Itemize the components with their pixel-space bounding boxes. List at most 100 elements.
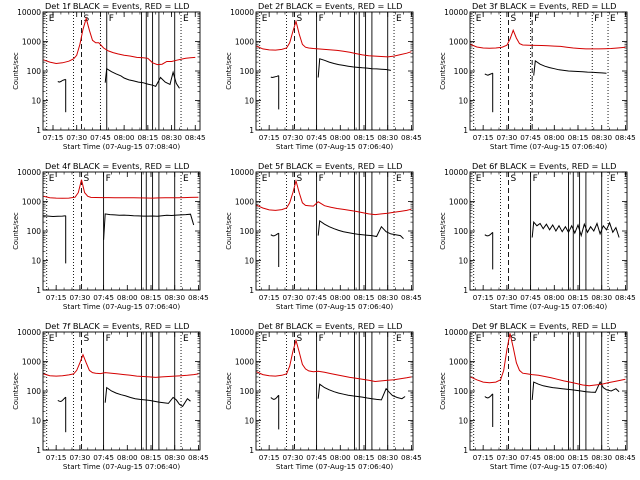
y-tick-label: 1000 xyxy=(449,358,468,367)
panel-title: Det 6f BLACK = Events, RED = LLD xyxy=(472,161,616,171)
event-marker-label: E xyxy=(610,174,616,184)
x-tick-label: 07:15 xyxy=(46,453,67,462)
event-marker-label: S xyxy=(83,174,89,184)
panel-title: Det 1f BLACK = Events, RED = LLD xyxy=(45,1,189,11)
event-marker-label: S xyxy=(510,174,516,184)
detector-panel: Det 6f BLACK = Events, RED = LLD 1 10 100 10… xyxy=(439,161,636,311)
y-tick-label: 10 xyxy=(244,97,254,106)
x-tick-label: 08:00 xyxy=(544,293,565,302)
y-tick-label: 100 xyxy=(27,67,42,76)
y-axis-label: Counts/sec xyxy=(439,372,447,410)
series-lld-line xyxy=(256,19,412,58)
y-tick-label: 100 xyxy=(27,387,42,396)
series-events-line xyxy=(531,381,620,400)
x-tick-label: 07:30 xyxy=(497,133,518,142)
x-tick-label: 07:15 xyxy=(259,293,280,302)
x-tick-label: 07:45 xyxy=(306,133,327,142)
series-events-line xyxy=(531,220,620,238)
x-tick-label: 07:45 xyxy=(520,293,541,302)
series-group xyxy=(484,220,620,270)
y-tick-label: 10 xyxy=(458,97,468,106)
y-tick-label: 1 xyxy=(249,126,254,135)
y-tick-label: 1 xyxy=(36,446,41,455)
y-tick-label: 1000 xyxy=(235,358,254,367)
event-marker-label: F xyxy=(106,174,111,184)
x-axis-label: Start Time (07-Aug-15 07:06:40) xyxy=(490,302,607,311)
event-marker-label: E xyxy=(396,14,402,24)
y-tick-label: 10 xyxy=(244,417,254,426)
event-marker-label: E xyxy=(476,174,482,184)
series-lld-line xyxy=(256,178,412,216)
y-axis-label: Counts/sec xyxy=(225,372,233,410)
event-marker-label: F xyxy=(319,334,324,344)
y-tick-label: 1 xyxy=(249,286,254,295)
x-tick-label: 07:45 xyxy=(520,453,541,462)
y-tick-label: 1000 xyxy=(449,38,468,47)
y-axis-label: Counts/sec xyxy=(12,52,20,90)
detector-panel: Det 8f BLACK = Events, RED = LLD 1 10 100 10… xyxy=(225,321,422,471)
series-group xyxy=(43,179,199,264)
x-tick-label: 08:30 xyxy=(591,133,612,142)
x-tick-label: 08:30 xyxy=(377,133,398,142)
event-marker-label: E xyxy=(396,334,402,344)
series-lld-line xyxy=(256,338,412,383)
series-events-line xyxy=(104,386,191,408)
x-tick-label: 08:45 xyxy=(188,453,209,462)
detector-panel: Det 3f BLACK = Events, RED = LLD 1 10 100 10… xyxy=(439,1,636,151)
event-marker-label: S xyxy=(83,334,89,344)
detector-panel: Det 9f BLACK = Events, RED = LLD 1 10 100 10… xyxy=(439,321,636,471)
x-tick-label: 08:45 xyxy=(615,133,636,142)
y-tick-label: 1000 xyxy=(22,358,41,367)
y-tick-label: 10000 xyxy=(17,168,41,177)
event-marker-label: F xyxy=(106,334,111,344)
y-tick-label: 1 xyxy=(463,126,468,135)
y-tick-label: 10 xyxy=(244,257,254,266)
x-tick-label: 07:45 xyxy=(306,293,327,302)
plot-frame xyxy=(42,11,201,131)
y-tick-label: 10000 xyxy=(17,8,41,17)
event-marker-label: E xyxy=(49,334,55,344)
plot-frame xyxy=(255,11,414,131)
x-tick-label: 08:45 xyxy=(401,293,422,302)
x-axis-label: Start Time (07-Aug-15 07:06:40) xyxy=(490,142,607,151)
x-axis-label: Start Time (07-Aug-15 07:06:40) xyxy=(276,462,393,471)
y-tick-label: 10000 xyxy=(17,328,41,337)
x-tick-label: 08:15 xyxy=(141,453,162,462)
x-tick-label: 08:00 xyxy=(117,453,138,462)
y-axis-label: Counts/sec xyxy=(12,212,20,250)
event-marker-label: E xyxy=(262,174,268,184)
x-axis-label: Start Time (07-Aug-15 07:06:40) xyxy=(276,142,393,151)
event-marker-label: E xyxy=(183,14,189,24)
x-tick-label: 08:00 xyxy=(330,293,351,302)
y-tick-label: 100 xyxy=(27,227,42,236)
event-marker-label: F xyxy=(594,14,599,24)
x-tick-label: 07:30 xyxy=(497,293,518,302)
y-axis-label: Counts/sec xyxy=(439,212,447,250)
x-axis-label: Start Time (07-Aug-15 07:06:40) xyxy=(63,462,180,471)
series-group xyxy=(256,338,412,430)
y-tick-label: 10 xyxy=(31,417,41,426)
panel-title: Det 3f BLACK = Events, RED = LLD xyxy=(472,1,616,11)
series-lld-line xyxy=(43,179,199,199)
x-tick-label: 07:15 xyxy=(473,453,494,462)
x-tick-label: 08:00 xyxy=(114,133,135,142)
marker-lines xyxy=(46,172,182,290)
detector-panel: Det 5f BLACK = Events, RED = LLD 1 10 100 10… xyxy=(225,161,422,311)
event-marker-label: F xyxy=(534,14,539,24)
series-events-line xyxy=(317,383,406,401)
series-group xyxy=(43,353,199,433)
x-tick-label: 08:30 xyxy=(377,453,398,462)
panel-title: Det 9f BLACK = Events, RED = LLD xyxy=(472,321,616,331)
y-tick-label: 100 xyxy=(240,227,255,236)
y-tick-label: 10000 xyxy=(230,328,254,337)
x-axis-label: Start Time (07-Aug-15 07:06:40) xyxy=(63,302,180,311)
x-tick-label: 07:15 xyxy=(46,293,67,302)
event-marker-label: E xyxy=(262,334,268,344)
x-tick-label: 07:15 xyxy=(259,453,280,462)
series-lld-line xyxy=(470,28,626,50)
x-axis-label: Start Time (07-Aug-15 07:06:40) xyxy=(490,462,607,471)
event-marker-label: E xyxy=(396,174,402,184)
x-tick-label: 07:30 xyxy=(497,453,518,462)
marker-lines xyxy=(46,332,182,450)
x-tick-label: 07:45 xyxy=(93,293,114,302)
